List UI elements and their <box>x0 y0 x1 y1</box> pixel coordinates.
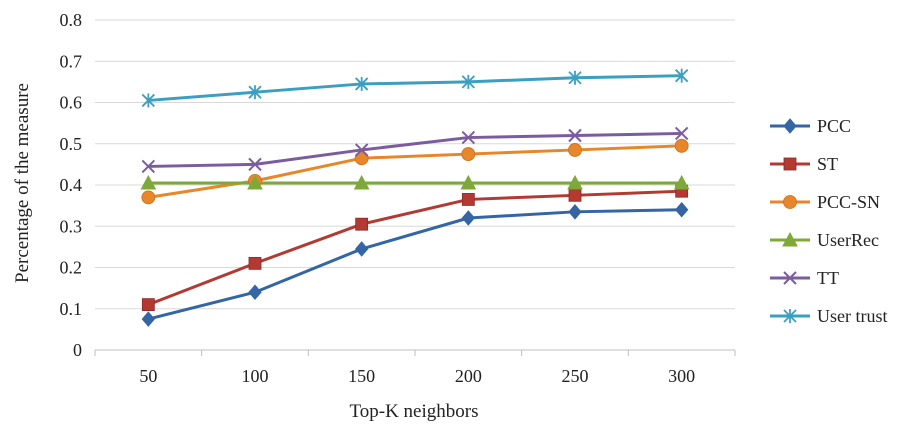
data-point-userrec <box>353 174 370 190</box>
legend-label: User trust <box>817 306 888 326</box>
x-tick-label: 150 <box>348 366 375 386</box>
legend-label: PCC-SN <box>817 192 880 212</box>
series-markers <box>140 68 690 327</box>
y-tick-label: 0.6 <box>60 93 83 113</box>
data-point-pcc <box>675 201 689 218</box>
legend-marker <box>783 309 797 323</box>
legend-marker <box>783 157 797 171</box>
x-axis-title: Top-K neighbors <box>349 401 478 422</box>
data-point-tt <box>674 126 689 141</box>
data-point-pcc-sn <box>461 147 476 161</box>
data-point-tt <box>568 128 582 143</box>
legend: PCC ST PCC-SN UserRec TT User trust <box>770 116 888 326</box>
data-point-st <box>568 188 582 202</box>
data-point-pcc <box>355 241 369 257</box>
data-point-userrec <box>460 174 477 190</box>
data-point-pcc <box>568 204 582 220</box>
y-tick-label: 0.5 <box>60 134 83 154</box>
data-point-tt <box>248 157 262 172</box>
data-point-userrec <box>247 174 263 190</box>
tick-labels: 0 0.1 0.2 0.3 0.4 0.5 0.6 0.7 0.8 50 100 150 200 250 3… <box>60 10 696 386</box>
data-point-tt <box>461 130 476 145</box>
data-point-tt <box>354 143 369 157</box>
x-tick-label: 100 <box>242 366 269 386</box>
y-tick-label: 0.8 <box>60 10 83 30</box>
data-point-user-trust <box>568 70 582 85</box>
data-point-tt <box>141 159 156 174</box>
series-line-pcc <box>147 208 682 321</box>
data-point-pcc <box>141 311 155 327</box>
data-point-st <box>248 256 262 270</box>
data-point-pcc-sn <box>141 190 156 205</box>
legend-label: ST <box>817 154 838 174</box>
data-point-userrec <box>567 174 583 190</box>
legend-marker <box>782 231 798 247</box>
y-tick-label: 0.4 <box>60 175 83 195</box>
data-point-pcc <box>248 284 262 301</box>
legend-item-userrec: UserRec <box>770 230 879 250</box>
legend-item-user-trust: User trust <box>770 306 888 326</box>
x-tick-label: 300 <box>668 366 695 386</box>
series-line-pcc-sn <box>148 144 682 199</box>
data-point-pcc-sn <box>354 151 369 166</box>
y-tick-label: 0 <box>73 340 82 360</box>
data-point-user-trust <box>675 68 689 83</box>
series-line-user-trust <box>148 74 682 102</box>
x-tick-label: 50 <box>139 366 157 386</box>
data-point-pcc-sn <box>568 143 582 157</box>
legend-label: PCC <box>817 116 851 136</box>
data-point-user-trust <box>141 93 155 108</box>
legend-item-tt: TT <box>770 268 839 288</box>
series-line-st <box>147 189 682 307</box>
data-point-st <box>355 217 369 231</box>
legend-marker <box>783 195 797 209</box>
series-line-tt <box>148 131 682 168</box>
y-tick-label: 0.2 <box>60 258 83 278</box>
data-point-user-trust <box>355 76 369 91</box>
data-point-st <box>461 193 475 206</box>
legend-item-pcc: PCC <box>770 116 851 136</box>
legend-label: TT <box>817 268 839 288</box>
legend-label: UserRec <box>817 230 879 250</box>
data-point-userrec <box>140 174 157 190</box>
x-tick-label: 250 <box>562 366 589 386</box>
legend-item-st: ST <box>770 154 838 174</box>
axes <box>94 349 736 356</box>
legend-marker <box>783 271 797 285</box>
y-tick-label: 0.3 <box>60 216 83 236</box>
data-point-user-trust <box>461 74 475 89</box>
legend-marker <box>783 118 797 134</box>
data-point-pcc <box>461 210 475 226</box>
data-point-user-trust <box>248 85 262 100</box>
data-point-userrec <box>673 174 690 190</box>
series-lines <box>147 74 682 321</box>
y-tick-label: 0.1 <box>60 299 83 319</box>
x-tick-label: 200 <box>455 366 482 386</box>
y-axis-title: Percentage of the measure <box>12 83 33 283</box>
legend-item-pcc-sn: PCC-SN <box>770 192 880 212</box>
data-point-st <box>141 298 155 312</box>
y-tick-label: 0.7 <box>60 51 83 71</box>
data-point-pcc-sn <box>674 138 689 153</box>
